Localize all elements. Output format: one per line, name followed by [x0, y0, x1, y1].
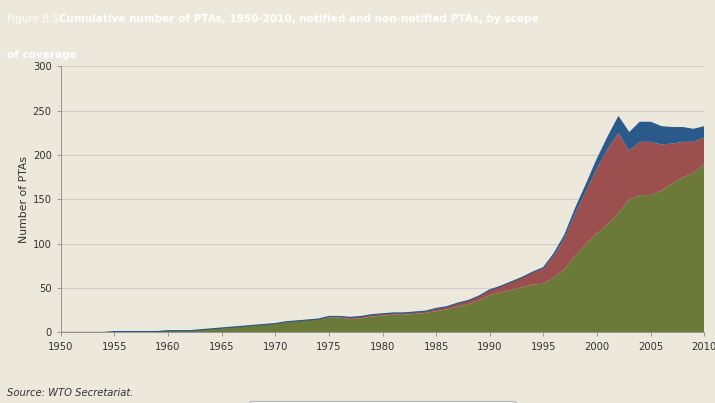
Legend: Goods, Goods and services, Services: Goods, Goods and services, Services: [249, 401, 516, 403]
Text: of coverage: of coverage: [7, 50, 77, 60]
Text: Source: WTO Secretariat.: Source: WTO Secretariat.: [7, 388, 134, 398]
Text: Figure B.5:: Figure B.5:: [7, 14, 66, 24]
Y-axis label: Number of PTAs: Number of PTAs: [19, 156, 29, 243]
Text: Cumulative number of PTAs, 1950-2010, notified and non-notified PTAs, by scope: Cumulative number of PTAs, 1950-2010, no…: [59, 14, 538, 24]
